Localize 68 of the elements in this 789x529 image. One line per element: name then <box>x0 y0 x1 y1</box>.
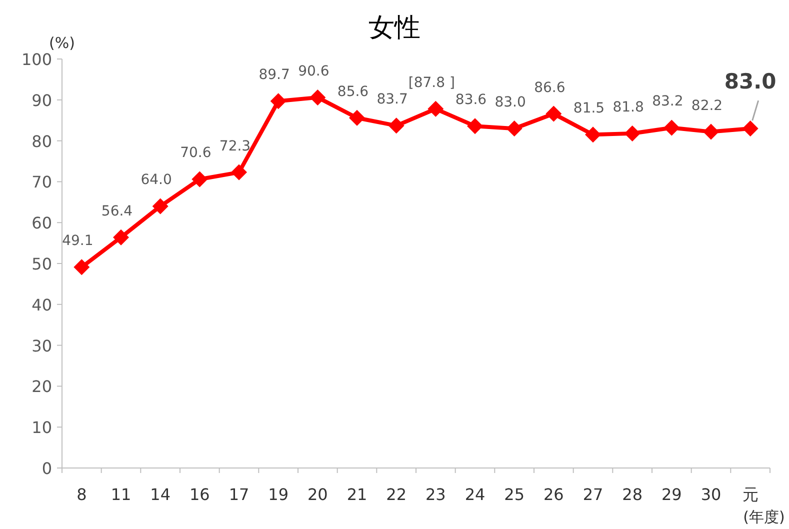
point <box>428 100 444 117</box>
data-label: 83.7 <box>376 92 408 108</box>
x-tick-label: 19 <box>268 485 289 504</box>
x-tick-label: 14 <box>150 485 171 504</box>
data-label: 82.2 <box>691 98 723 114</box>
point <box>388 118 404 134</box>
x-tick-label: 25 <box>504 485 525 504</box>
point <box>585 126 601 143</box>
point <box>546 106 562 122</box>
x-tick-label: 24 <box>464 485 486 504</box>
data-label: 83.0 <box>724 70 776 94</box>
data-label: 89.7 <box>258 67 290 84</box>
point <box>270 93 286 110</box>
y-tick-label: 100 <box>21 50 52 69</box>
chart-title: 女性 <box>368 13 420 43</box>
point <box>703 124 719 140</box>
y-tick-label: 70 <box>32 172 52 192</box>
x-tick-label: 22 <box>386 485 407 504</box>
data-label: 86.6 <box>534 80 566 96</box>
x-tick-label: 21 <box>346 485 368 504</box>
x-tick-label: 23 <box>425 485 446 504</box>
point <box>310 89 326 106</box>
x-tick-label: 16 <box>189 485 210 504</box>
point <box>624 125 640 142</box>
y-axis-title: (%) <box>49 34 75 52</box>
data-label: 83.0 <box>494 94 526 111</box>
x-tick-label: 17 <box>228 485 250 504</box>
data-label: 72.3 <box>219 138 251 154</box>
y-tick-label: 20 <box>32 377 52 396</box>
x-tick-label: 30 <box>700 485 722 504</box>
point <box>192 171 208 188</box>
y-tick-label: 40 <box>32 295 52 314</box>
x-tick-label: 20 <box>307 485 328 504</box>
point <box>113 229 129 246</box>
point <box>231 164 247 180</box>
point <box>152 198 168 214</box>
x-tick-label: 元 <box>742 485 758 504</box>
x-tick-label: 8 <box>76 485 87 504</box>
point <box>349 110 365 126</box>
y-tick-label: 10 <box>32 418 52 438</box>
x-tick-label: 27 <box>582 485 604 504</box>
y-tick-label: 30 <box>32 336 52 356</box>
point <box>742 120 758 137</box>
x-tick-label: 11 <box>110 485 132 504</box>
point <box>74 259 90 276</box>
x-tick-label: 26 <box>543 485 564 504</box>
data-label: 70.6 <box>180 145 212 162</box>
x-tick-label: 28 <box>622 485 643 504</box>
y-tick-label: 0 <box>42 459 52 478</box>
point <box>506 120 522 137</box>
data-label: [87.8 ] <box>408 74 455 91</box>
data-label: 83.2 <box>652 94 684 110</box>
data-label: 90.6 <box>298 63 330 80</box>
data-label: 49.1 <box>62 233 94 250</box>
y-tick-label: 80 <box>32 132 52 151</box>
x-tick-label: 29 <box>661 485 682 504</box>
x-axis-title: (年度) <box>743 508 785 526</box>
data-label: 81.8 <box>612 99 644 116</box>
data-label: 81.5 <box>573 100 605 117</box>
point <box>467 118 483 134</box>
y-tick-label: 60 <box>32 214 52 233</box>
data-label: 64.0 <box>140 172 172 188</box>
point <box>664 120 680 136</box>
y-tick-label: 90 <box>32 90 52 110</box>
data-label: 83.6 <box>455 92 487 108</box>
data-label: 56.4 <box>101 203 133 220</box>
data-label: 85.6 <box>337 84 369 100</box>
y-tick-label: 50 <box>32 254 52 274</box>
